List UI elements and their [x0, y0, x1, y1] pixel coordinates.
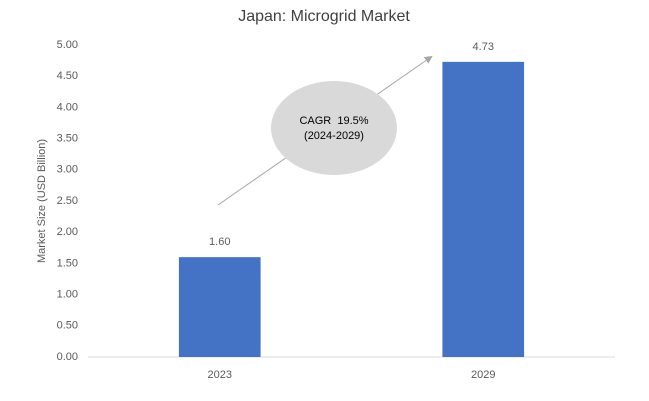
y-tick-label: 3.50	[57, 133, 78, 145]
y-tick-label: 2.00	[57, 226, 78, 238]
annotation: (2024-2029)	[304, 130, 364, 142]
bar	[442, 61, 525, 358]
annotation: CAGR 19.5%	[299, 115, 368, 127]
bar	[178, 257, 261, 357]
y-tick-label: 5.00	[57, 39, 78, 51]
y-tick-label: 2.50	[57, 195, 78, 207]
y-tick-label: 1.50	[57, 257, 78, 269]
y-tick-label: 0.00	[57, 351, 78, 363]
y-tick-label: 4.50	[57, 70, 78, 82]
y-tick-label: 3.00	[57, 164, 78, 176]
data-label: 4.73	[473, 41, 494, 53]
data-label: 1.60	[209, 236, 230, 248]
y-axis-label: Market Size (USD Billion)	[36, 139, 48, 263]
y-tick-label: 4.00	[57, 101, 78, 113]
chart-title: Japan: Microgrid Market	[238, 8, 410, 25]
cagr-bubble	[271, 81, 397, 175]
y-tick-label: 1.00	[57, 289, 78, 301]
x-tick-label: 2023	[208, 369, 232, 381]
y-tick-label: 0.50	[57, 320, 78, 332]
x-tick-label: 2029	[471, 369, 495, 381]
